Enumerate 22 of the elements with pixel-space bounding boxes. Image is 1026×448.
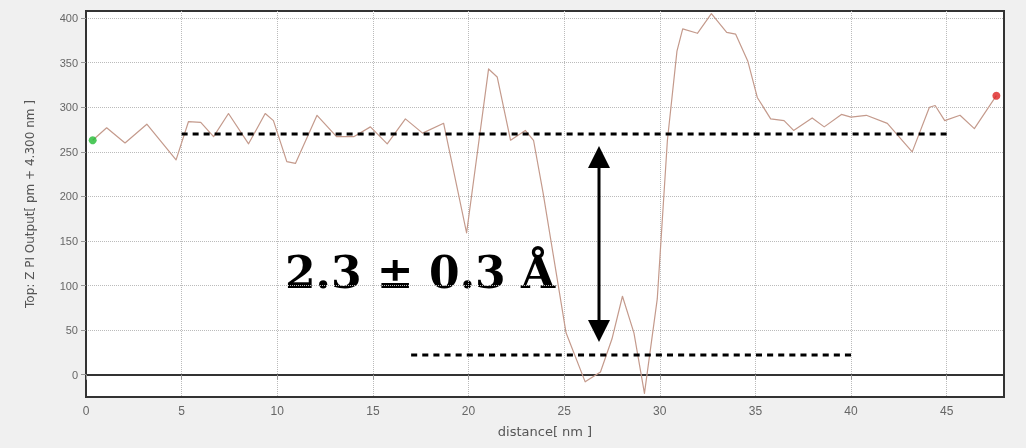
x-tick-label: 0	[82, 404, 90, 418]
y-tick-label: 0	[71, 368, 78, 381]
x-tick-label: 20	[461, 404, 476, 418]
x-tick-label: 25	[557, 404, 572, 418]
x-tick-label: 10	[270, 404, 285, 418]
x-tick-label: 45	[939, 404, 954, 418]
y-tick-label: 250	[59, 145, 78, 158]
x-tick-label: 30	[653, 404, 667, 418]
y-tick-label: 300	[59, 101, 78, 114]
y-tick-label: 400	[59, 12, 78, 25]
annotation: 2.3 ± 0.3 Å	[285, 245, 556, 298]
x-axis-title: distance[ nm ]	[497, 424, 593, 439]
y-tick-label: 200	[59, 190, 78, 203]
x-tick-label: 35	[748, 404, 763, 418]
y-tick-label: 100	[59, 279, 78, 292]
y-tick-label: 150	[59, 235, 78, 247]
y-tick-label: 350	[59, 56, 78, 69]
x-tick-label: 5	[178, 404, 186, 418]
x-tick-label: 15	[366, 404, 380, 418]
y-axis-title: Top: Z PI Output[ pm + 4.300 nm ]	[23, 100, 37, 309]
x-tick-label: 40	[844, 404, 858, 418]
y-tick-label: 50	[65, 324, 78, 337]
